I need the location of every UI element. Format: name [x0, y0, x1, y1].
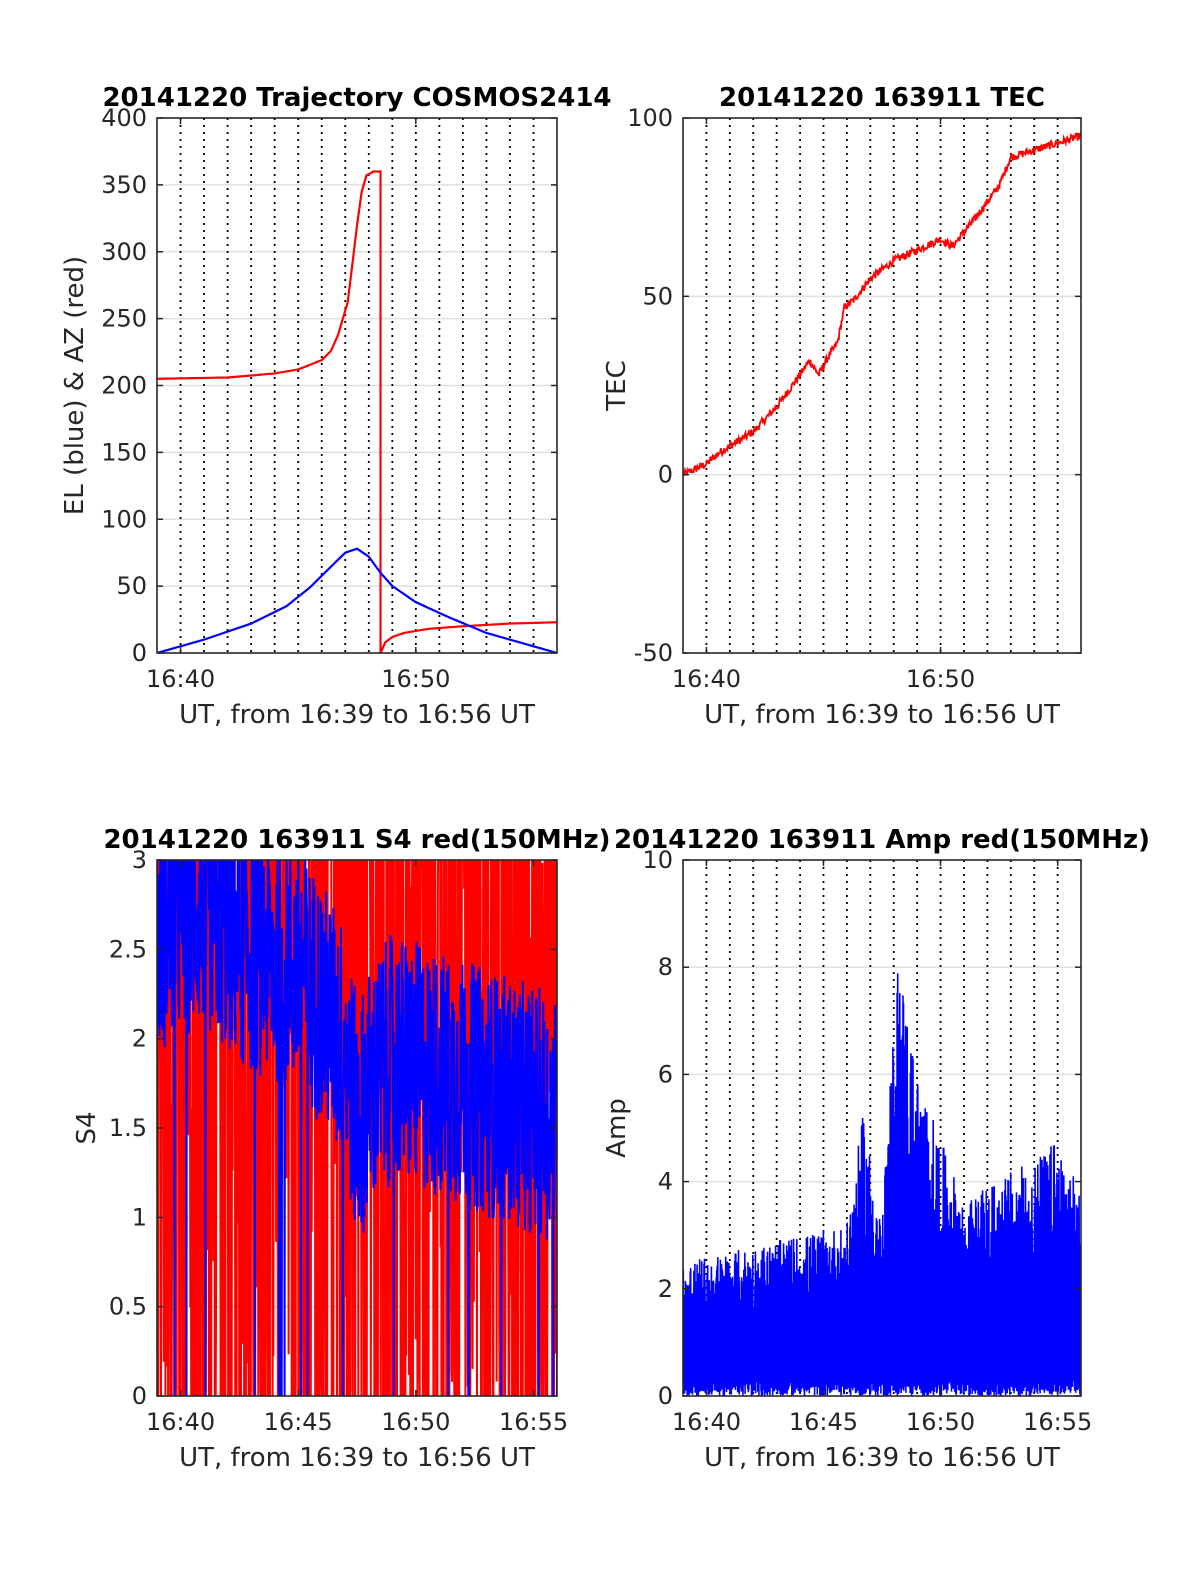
x-tick-label: 16:40 [146, 1408, 215, 1436]
x-tick-label: 16:50 [906, 1408, 975, 1436]
y-axis-label: Amp [602, 1098, 632, 1158]
amp-series [683, 973, 1081, 1396]
y-tick-label: 2.5 [109, 935, 147, 963]
series-line-1 [157, 547, 557, 653]
y-tick-label: 300 [101, 238, 147, 266]
x-axis-label: UT, from 16:39 to 16:56 UT [179, 700, 535, 730]
y-tick-label: 10 [642, 846, 673, 874]
x-tick-label: 16:45 [264, 1408, 333, 1436]
y-tick-label: 1.5 [109, 1114, 147, 1142]
tec-line [683, 132, 1081, 477]
y-tick-label: 200 [101, 372, 147, 400]
y-axis-label: EL (blue) & AZ (red) [60, 256, 90, 515]
y-tick-label: 1 [132, 1203, 147, 1231]
y-tick-label: 400 [101, 104, 147, 132]
y-tick-label: 50 [116, 572, 147, 600]
y-tick-label: 8 [658, 953, 673, 981]
y-tick-label: 100 [627, 104, 673, 132]
x-tick-label: 16:45 [789, 1408, 858, 1436]
chart-title: 20141220 163911 S4 red(150MHz) [103, 825, 610, 855]
y-tick-label: 50 [642, 282, 673, 310]
y-tick-label: 0 [658, 461, 673, 489]
s4-series-0 [157, 860, 557, 1396]
axes-box [682, 117, 1082, 654]
chart-trajectory: 0 50 100 150 200 250 300 350 400 16:40 16:50 201412… [60, 83, 612, 730]
y-axis-label: S4 [72, 1111, 102, 1144]
y-tick-label: 0 [658, 1382, 673, 1410]
x-axis-label: UT, from 16:39 to 16:56 UT [704, 700, 1060, 730]
axes-box [682, 859, 1082, 1397]
s4-series-1 [157, 860, 557, 1396]
x-axis-label: UT, from 16:39 to 16:56 UT [704, 1443, 1060, 1473]
y-tick-label: 3 [132, 846, 147, 874]
y-tick-label: 2 [658, 1275, 673, 1303]
y-tick-label: 0 [132, 639, 147, 667]
y-tick-label: 100 [101, 505, 147, 533]
y-tick-label: 350 [101, 171, 147, 199]
x-tick-label: 16:50 [381, 665, 450, 693]
chart-title: 20141220 Trajectory COSMOS2414 [102, 83, 611, 113]
y-tick-label: 150 [101, 438, 147, 466]
y-tick-label: 6 [658, 1060, 673, 1088]
y-tick-label: 250 [101, 305, 147, 333]
x-tick-label: 16:55 [499, 1408, 568, 1436]
y-axis-label: TEC [602, 360, 632, 411]
x-tick-label: 16:40 [672, 665, 741, 693]
chart-amp: 0 2 4 6 8 10 16:40 16:45 16:50 16:55 20141220 1639… [602, 825, 1150, 1473]
x-axis-label: UT, from 16:39 to 16:56 UT [179, 1443, 535, 1473]
x-tick-label: 16:40 [146, 665, 215, 693]
y-tick-label: -50 [634, 639, 673, 667]
chart-tec: -50 0 50 100 16:40 16:50 20141220 163911 TEC UT… [602, 83, 1082, 730]
x-tick-label: 16:50 [381, 1408, 450, 1436]
x-tick-label: 16:55 [1023, 1408, 1092, 1436]
y-tick-label: 4 [658, 1168, 673, 1196]
y-tick-label: 2 [132, 1025, 147, 1053]
chart-s4: 0 0.5 1 1.5 2 2.5 3 16:40 16:45 16:50 16:55 2014122… [72, 825, 611, 1473]
chart-title: 20141220 163911 TEC [719, 83, 1045, 113]
series-line-0 [157, 170, 557, 653]
x-tick-label: 16:50 [906, 665, 975, 693]
x-tick-label: 16:40 [672, 1408, 741, 1436]
y-tick-label: 0 [132, 1382, 147, 1410]
y-tick-label: 0.5 [109, 1293, 147, 1321]
chart-title: 20141220 163911 Amp red(150MHz) [614, 825, 1150, 855]
